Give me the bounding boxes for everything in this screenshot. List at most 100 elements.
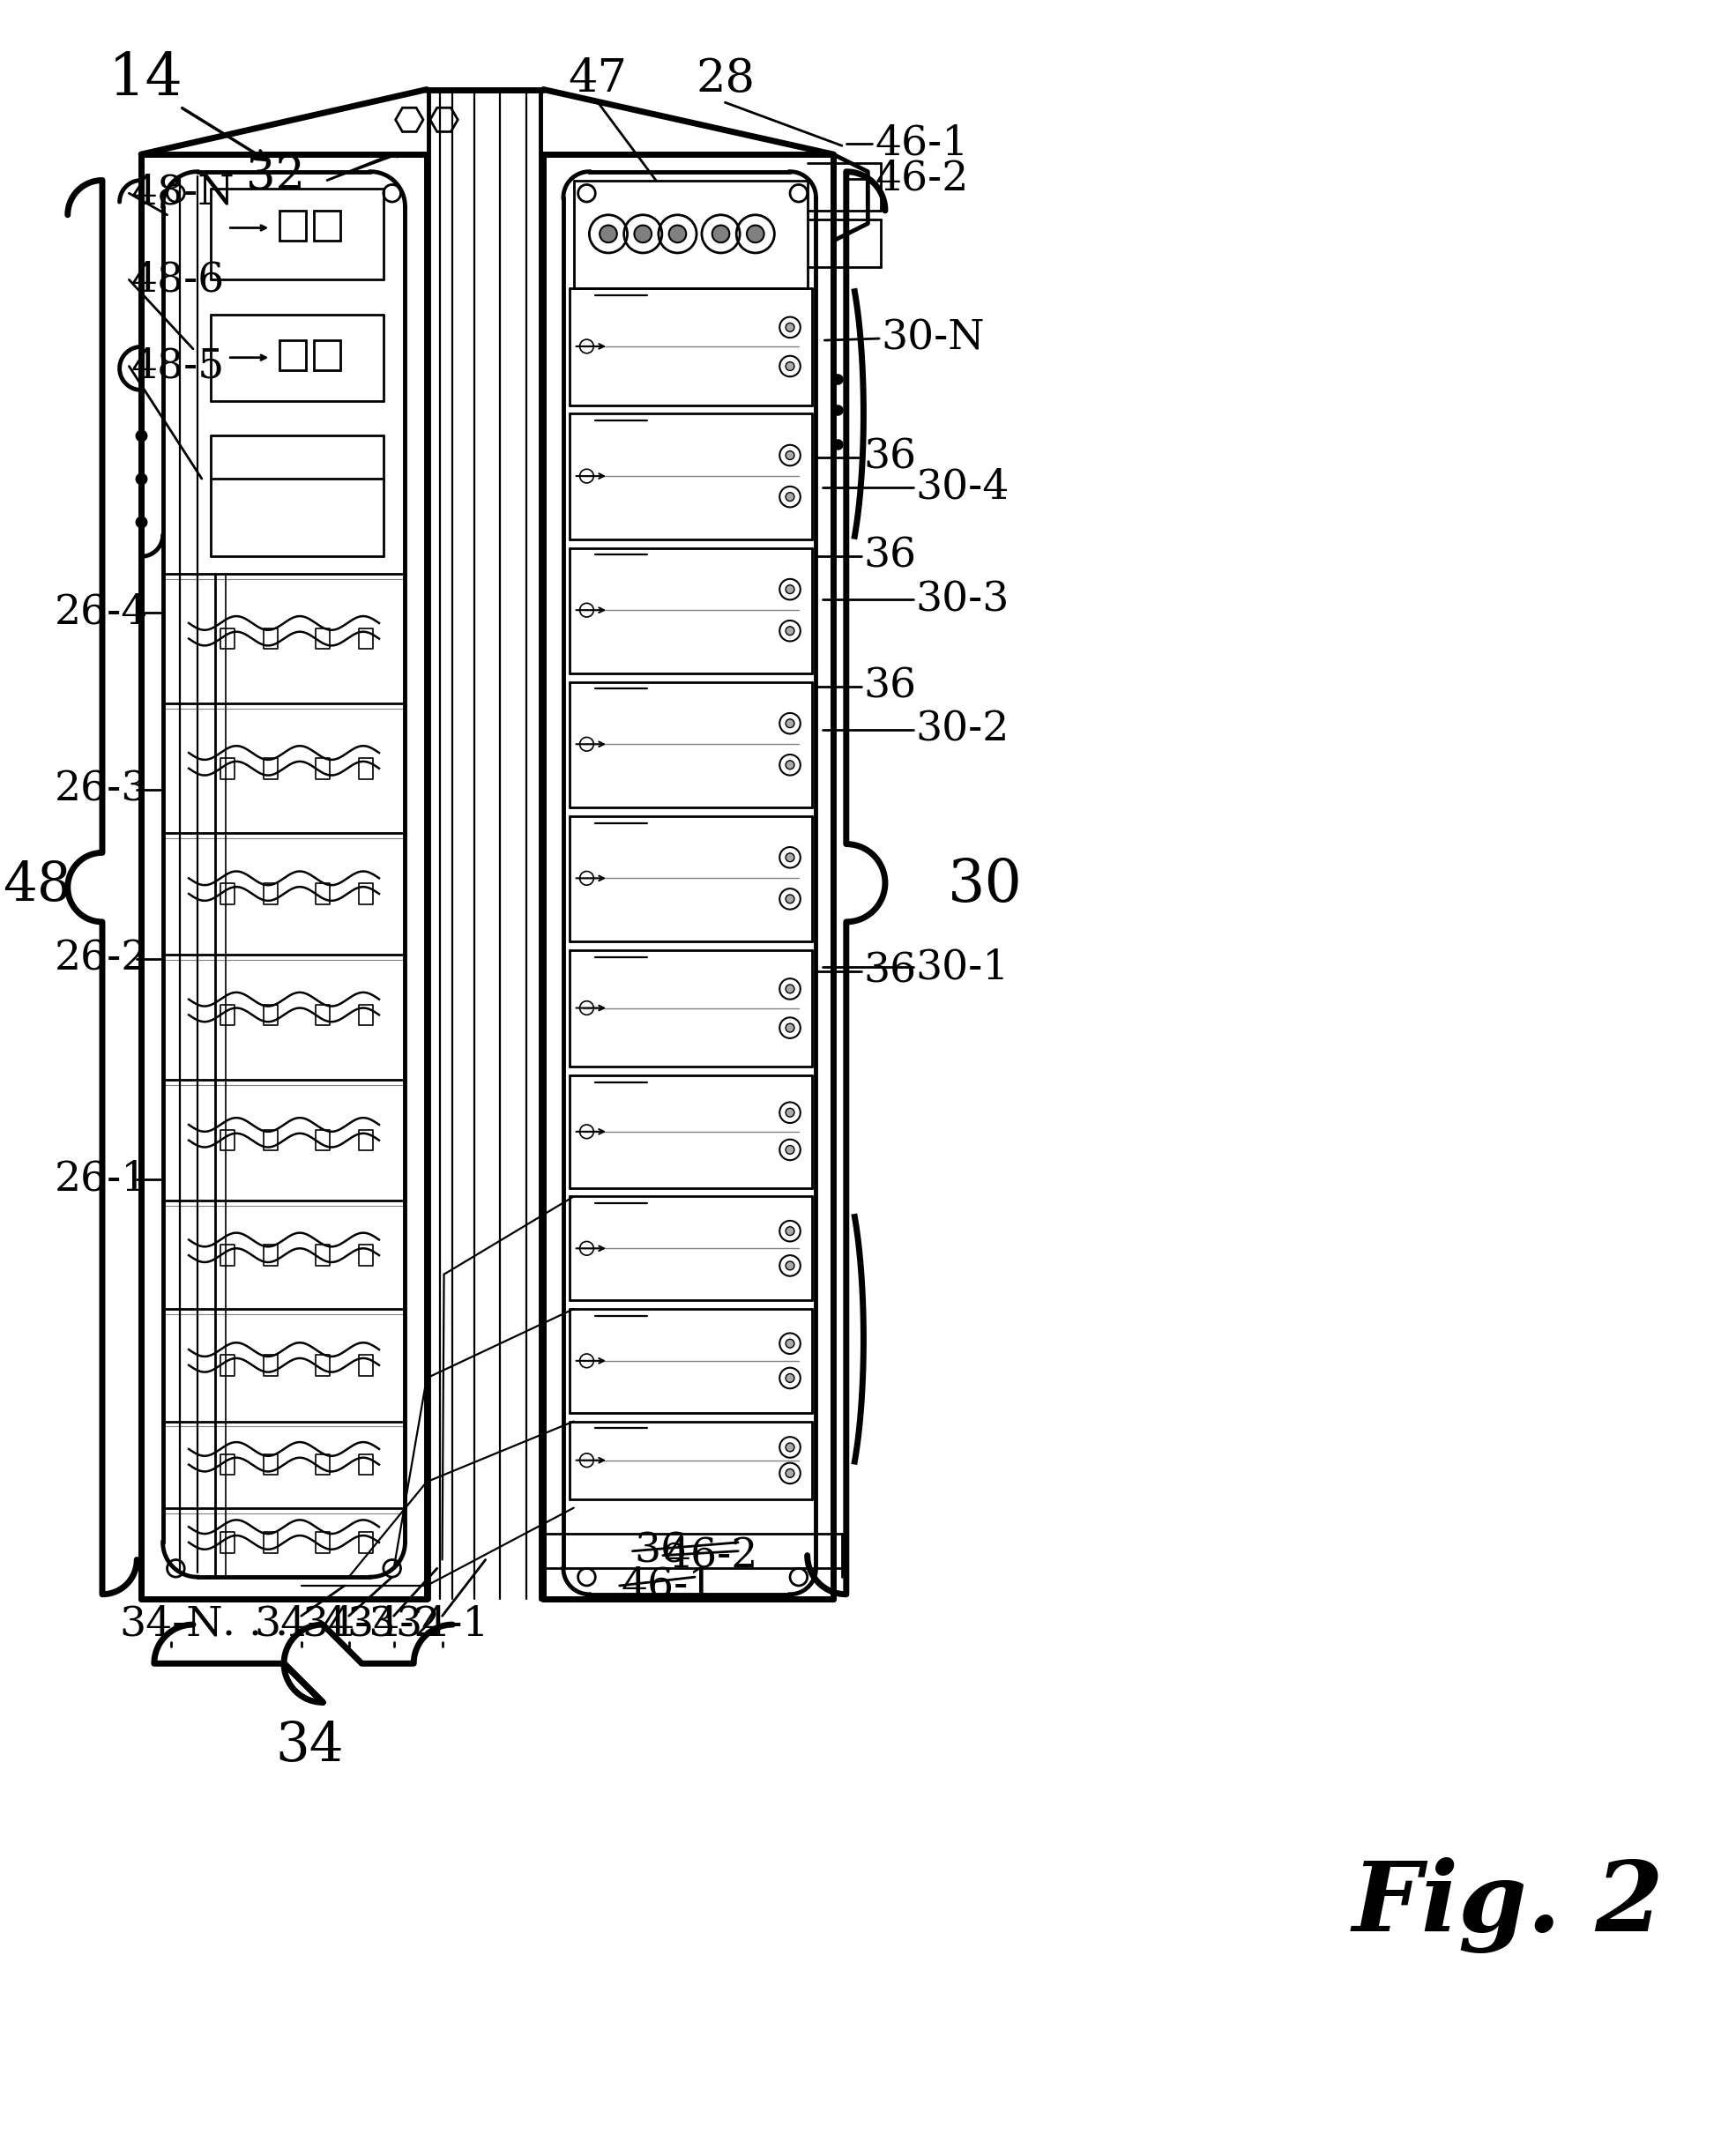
Circle shape [786,720,795,729]
Circle shape [786,451,795,459]
Bar [220,1354,234,1376]
Bar [220,884,234,903]
Text: 48-5: 48-5 [130,347,224,386]
Circle shape [786,985,795,994]
Text: 30-2: 30-2 [915,709,1009,750]
Circle shape [786,1261,795,1270]
Text: 48: 48 [3,858,71,912]
Bar [279,211,306,241]
Text: 47: 47 [568,56,627,101]
Text: 34-2: 34-2 [347,1604,441,1645]
Circle shape [786,1468,795,1477]
Text: 36: 36 [863,537,917,576]
Bar [264,1354,278,1376]
Text: 36: 36 [634,1531,687,1572]
Circle shape [786,492,795,500]
Circle shape [786,627,795,636]
Text: 34-3: 34-3 [302,1604,396,1645]
Bar [316,1533,330,1552]
Text: 26-2: 26-2 [56,938,149,979]
Text: 34-4: 34-4 [253,1604,349,1645]
Circle shape [786,1339,795,1348]
Text: 26-4: 26-4 [56,593,149,632]
Text: 46-2: 46-2 [665,1535,759,1576]
Circle shape [786,1227,795,1235]
Bar [316,1005,330,1026]
Bar [359,1453,373,1475]
Circle shape [746,224,764,244]
Bar [264,884,278,903]
Bar [359,1244,373,1266]
Circle shape [786,761,795,770]
Text: 26-3: 26-3 [56,770,149,811]
Circle shape [786,323,795,332]
Bar [220,627,234,649]
Bar [264,1244,278,1266]
Bar [220,759,234,778]
Circle shape [712,224,729,244]
Text: 30-4: 30-4 [915,468,1009,507]
Text: 30-1: 30-1 [915,946,1009,987]
Text: 48-N: 48-N [130,172,234,213]
Bar [316,884,330,903]
Text: 26-1: 26-1 [56,1160,149,1199]
Bar [359,627,373,649]
Circle shape [786,1108,795,1117]
Bar [316,1354,330,1376]
Text: 46-1: 46-1 [875,125,969,164]
Circle shape [786,584,795,593]
Circle shape [786,1373,795,1382]
Circle shape [786,1024,795,1033]
Bar [359,1533,373,1552]
Bar [316,1244,330,1266]
Bar [279,341,306,371]
Text: . . .: . . . [222,1604,288,1645]
Text: 36: 36 [863,666,917,707]
Bar [359,1005,373,1026]
Text: Fig. 2: Fig. 2 [1352,1858,1665,1953]
Bar [264,1533,278,1552]
Bar [316,759,330,778]
Bar [316,627,330,649]
Bar [316,1453,330,1475]
Bar [264,1130,278,1151]
Polygon shape [396,108,424,132]
Circle shape [786,362,795,371]
Bar [220,1130,234,1151]
Polygon shape [431,108,458,132]
Text: 34: 34 [276,1718,344,1772]
Text: 36: 36 [863,438,917,476]
Text: 46-1: 46-1 [621,1565,715,1606]
Text: 30: 30 [948,856,1023,914]
Text: 30-3: 30-3 [915,580,1009,619]
Bar [316,1130,330,1151]
Bar [220,1244,234,1266]
Bar [359,884,373,903]
Text: 28: 28 [696,56,755,101]
Bar [264,1005,278,1026]
Circle shape [786,1442,795,1451]
Text: 34-N: 34-N [120,1604,224,1645]
Bar [359,1354,373,1376]
Bar [314,341,340,371]
Text: 34-1: 34-1 [396,1604,490,1645]
Text: 14: 14 [108,50,182,108]
Text: 36: 36 [863,951,917,992]
Circle shape [599,224,616,244]
Text: 32: 32 [247,153,306,198]
Bar [264,759,278,778]
Circle shape [786,895,795,903]
Circle shape [786,854,795,862]
Text: 46-2: 46-2 [875,160,969,198]
Circle shape [634,224,651,244]
Circle shape [786,1145,795,1153]
Text: 30-N: 30-N [880,319,984,358]
Text: 48-6: 48-6 [130,259,224,300]
Bar [359,759,373,778]
Circle shape [668,224,686,244]
Bar [220,1453,234,1475]
Bar [220,1533,234,1552]
Bar [314,211,340,241]
Bar [264,627,278,649]
Bar [264,1453,278,1475]
